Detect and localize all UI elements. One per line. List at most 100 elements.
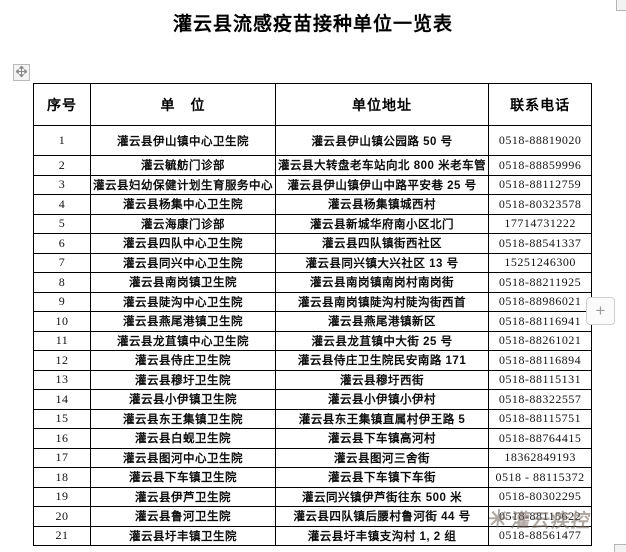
serial-cell: 9	[33, 291, 91, 312]
serial-cell: 1	[33, 125, 91, 156]
unit-cell: 灌云县东王集镇卫生院	[90, 408, 276, 429]
address-cell: 灌云县南岗镇南岗村南岗街	[274, 272, 490, 293]
unit-cell: 灌云毓舫门诊部	[90, 155, 276, 176]
serial-cell: 14	[33, 389, 91, 410]
plus-button[interactable]: +	[586, 297, 615, 325]
address-cell: 灌云县穆圩西街	[274, 369, 490, 390]
address-cell: 灌云县燕尾港镇新区	[274, 311, 490, 332]
table-row: 6 灌云县四队中心卫生院 灌云县四队镇街西社区 0518-88541337	[33, 233, 593, 254]
unit-cell: 灌云县伊山镇中心卫生院	[90, 125, 276, 156]
table-row: 12 灌云县侍庄卫生院 灌云县侍庄卫生院民安南路 171 0518-88116894	[33, 350, 593, 371]
vaccination-units-table: 序号 单 位 单位地址 联系电话 1 灌云县伊山镇中心卫生院 灌云县伊山镇公园路 5…	[33, 83, 593, 546]
unit-cell: 灌云县陡沟中心卫生院	[90, 291, 276, 312]
phone-cell: 17714731222	[488, 213, 593, 234]
address-cell: 灌云县下车镇高河村	[274, 428, 490, 449]
unit-cell: 灌云县图河中心卫生院	[90, 447, 276, 468]
table-row: 15 灌云县东王集镇卫生院 灌云县东王集镇直属村伊王路 5 0518-88115751	[33, 408, 593, 429]
serial-cell: 12	[33, 350, 91, 371]
scroll-fragment-top	[616, 0, 626, 11]
table-row: 18 灌云县下车镇卫生院 灌云县下车镇下车街 0518 - 88115372	[33, 467, 593, 488]
phone-cell: 0518-88112759	[488, 174, 593, 195]
table-row: 1 灌云县伊山镇中心卫生院 灌云县伊山镇公园路 50 号 0518-88819020	[33, 125, 593, 156]
unit-cell: 灌云县穆圩卫生院	[90, 369, 276, 390]
unit-cell: 灌云县同兴中心卫生院	[90, 252, 276, 273]
phone-cell: 0518-88322557	[488, 389, 593, 410]
unit-cell: 灌云海康门诊部	[90, 213, 276, 234]
table-body: 1 灌云县伊山镇中心卫生院 灌云县伊山镇公园路 50 号 0518-88819020 2…	[33, 125, 593, 546]
move-icon	[15, 64, 28, 82]
phone-cell: 0518-88116941	[488, 311, 593, 332]
table-row: 3 灌云县妇幼保健计划生育服务中心 灌云县伊山镇伊山中路平安巷 25 号 0518-8…	[33, 174, 593, 195]
address-cell: 灌云县下车镇下车街	[274, 467, 490, 488]
phone-cell: 0518-88211925	[488, 272, 593, 293]
address-cell: 灌云县同兴镇大兴社区 13 号	[274, 252, 490, 273]
table-row: 9 灌云县陡沟中心卫生院 灌云县南岗镇陡沟村陡沟街西首 0518-88986021	[33, 291, 593, 312]
table-row: 20 灌云县鲁河卫生院 灌云县四队镇后腰村鲁河街 44 号 0518-88115622	[33, 506, 593, 527]
table-row: 19 灌云县伊芦卫生院 灌云同兴镇伊芦街往东 500 米 0518-80302295	[33, 486, 593, 507]
phone-cell: 0518-88986021	[488, 291, 593, 312]
table-row: 4 灌云县杨集中心卫生院 灌云县杨集镇城西村 0518-80323578	[33, 194, 593, 215]
serial-cell: 17	[33, 447, 91, 468]
header-unit: 单 位	[90, 83, 276, 126]
phone-cell: 0518 - 88115372	[488, 467, 593, 488]
address-cell: 灌云县图河三舍街	[274, 447, 490, 468]
unit-cell: 灌云县侍庄卫生院	[90, 350, 276, 371]
phone-cell: 15251246300	[488, 252, 593, 273]
serial-cell: 7	[33, 252, 91, 273]
unit-cell: 灌云县燕尾港镇卫生院	[90, 311, 276, 332]
serial-cell: 16	[33, 428, 91, 449]
address-cell: 灌云县新城华府南小区北门	[274, 213, 490, 234]
address-cell: 灌云县伊山镇公园路 50 号	[274, 125, 490, 156]
unit-cell: 灌云县圩丰镇卫生院	[90, 525, 276, 546]
phone-cell: 18362849193	[488, 447, 593, 468]
table-row: 21 灌云县圩丰镇卫生院 灌云县圩丰镇支沟村 1, 2 组 0518-88561477	[33, 525, 593, 546]
unit-cell: 灌云县下车镇卫生院	[90, 467, 276, 488]
address-cell: 灌云县侍庄卫生院民安南路 171	[274, 350, 490, 371]
table-row: 11 灌云县龙苴镇中心卫生院 灌云县龙苴镇中大街 25 号 0518-88261021	[33, 330, 593, 351]
serial-cell: 15	[33, 408, 91, 429]
address-cell: 灌云县杨集镇城西村	[274, 194, 490, 215]
table-move-handle[interactable]	[13, 64, 30, 81]
address-cell: 灌云县伊山镇伊山中路平安巷 25 号	[274, 174, 490, 195]
table-row: 5 灌云海康门诊部 灌云县新城华府南小区北门 17714731222	[33, 213, 593, 234]
serial-cell: 3	[33, 174, 91, 195]
serial-cell: 11	[33, 330, 91, 351]
table-row: 17 灌云县图河中心卫生院 灌云县图河三舍街 18362849193	[33, 447, 593, 468]
address-cell: 灌云同兴镇伊芦街往东 500 米	[274, 486, 490, 507]
address-cell: 灌云县圩丰镇支沟村 1, 2 组	[274, 525, 490, 546]
address-cell: 灌云县小伊镇小伊村	[274, 389, 490, 410]
phone-cell: 0518-80323578	[488, 194, 593, 215]
phone-cell: 0518-88561477	[488, 525, 593, 546]
header-address: 单位地址	[274, 83, 490, 126]
unit-cell: 灌云县妇幼保健计划生育服务中心	[90, 174, 276, 195]
phone-cell: 0518-88115751	[488, 408, 593, 429]
table-row: 2 灌云毓舫门诊部 灌云县大转盘老车站向北 800 米老车管 0518-8885999…	[33, 155, 593, 176]
unit-cell: 灌云县龙苴镇中心卫生院	[90, 330, 276, 351]
unit-cell: 灌云县小伊镇卫生院	[90, 389, 276, 410]
unit-cell: 灌云县杨集中心卫生院	[90, 194, 276, 215]
serial-cell: 8	[33, 272, 91, 293]
serial-cell: 20	[33, 506, 91, 527]
address-cell: 灌云县东王集镇直属村伊王路 5	[274, 408, 490, 429]
serial-cell: 18	[33, 467, 91, 488]
table-row: 13 灌云县穆圩卫生院 灌云县穆圩西街 0518-88115131	[33, 369, 593, 390]
address-cell: 灌云县四队镇后腰村鲁河街 44 号	[274, 506, 490, 527]
unit-cell: 灌云县南岗镇卫生院	[90, 272, 276, 293]
unit-cell: 灌云县鲁河卫生院	[90, 506, 276, 527]
table-row: 8 灌云县南岗镇卫生院 灌云县南岗镇南岗村南岗街 0518-88211925	[33, 272, 593, 293]
phone-cell: 0518-88115622	[488, 506, 593, 527]
serial-cell: 13	[33, 369, 91, 390]
scroll-fragment-bottom	[614, 544, 626, 552]
table-row: 10 灌云县燕尾港镇卫生院 灌云县燕尾港镇新区 0518-88116941	[33, 311, 593, 332]
phone-cell: 0518-88115131	[488, 369, 593, 390]
header-phone: 联系电话	[488, 83, 593, 126]
phone-cell: 0518-88261021	[488, 330, 593, 351]
table-row: 16 灌云县白蚬卫生院 灌云县下车镇高河村 0518-88764415	[33, 428, 593, 449]
serial-cell: 21	[33, 525, 91, 546]
address-cell: 灌云县南岗镇陡沟村陡沟街西首	[274, 291, 490, 312]
table-row: 7 灌云县同兴中心卫生院 灌云县同兴镇大兴社区 13 号 15251246300	[33, 252, 593, 273]
address-cell: 灌云县大转盘老车站向北 800 米老车管	[274, 155, 490, 176]
unit-cell: 灌云县四队中心卫生院	[90, 233, 276, 254]
page-title: 灌云县流感疫苗接种单位一览表	[172, 14, 453, 35]
